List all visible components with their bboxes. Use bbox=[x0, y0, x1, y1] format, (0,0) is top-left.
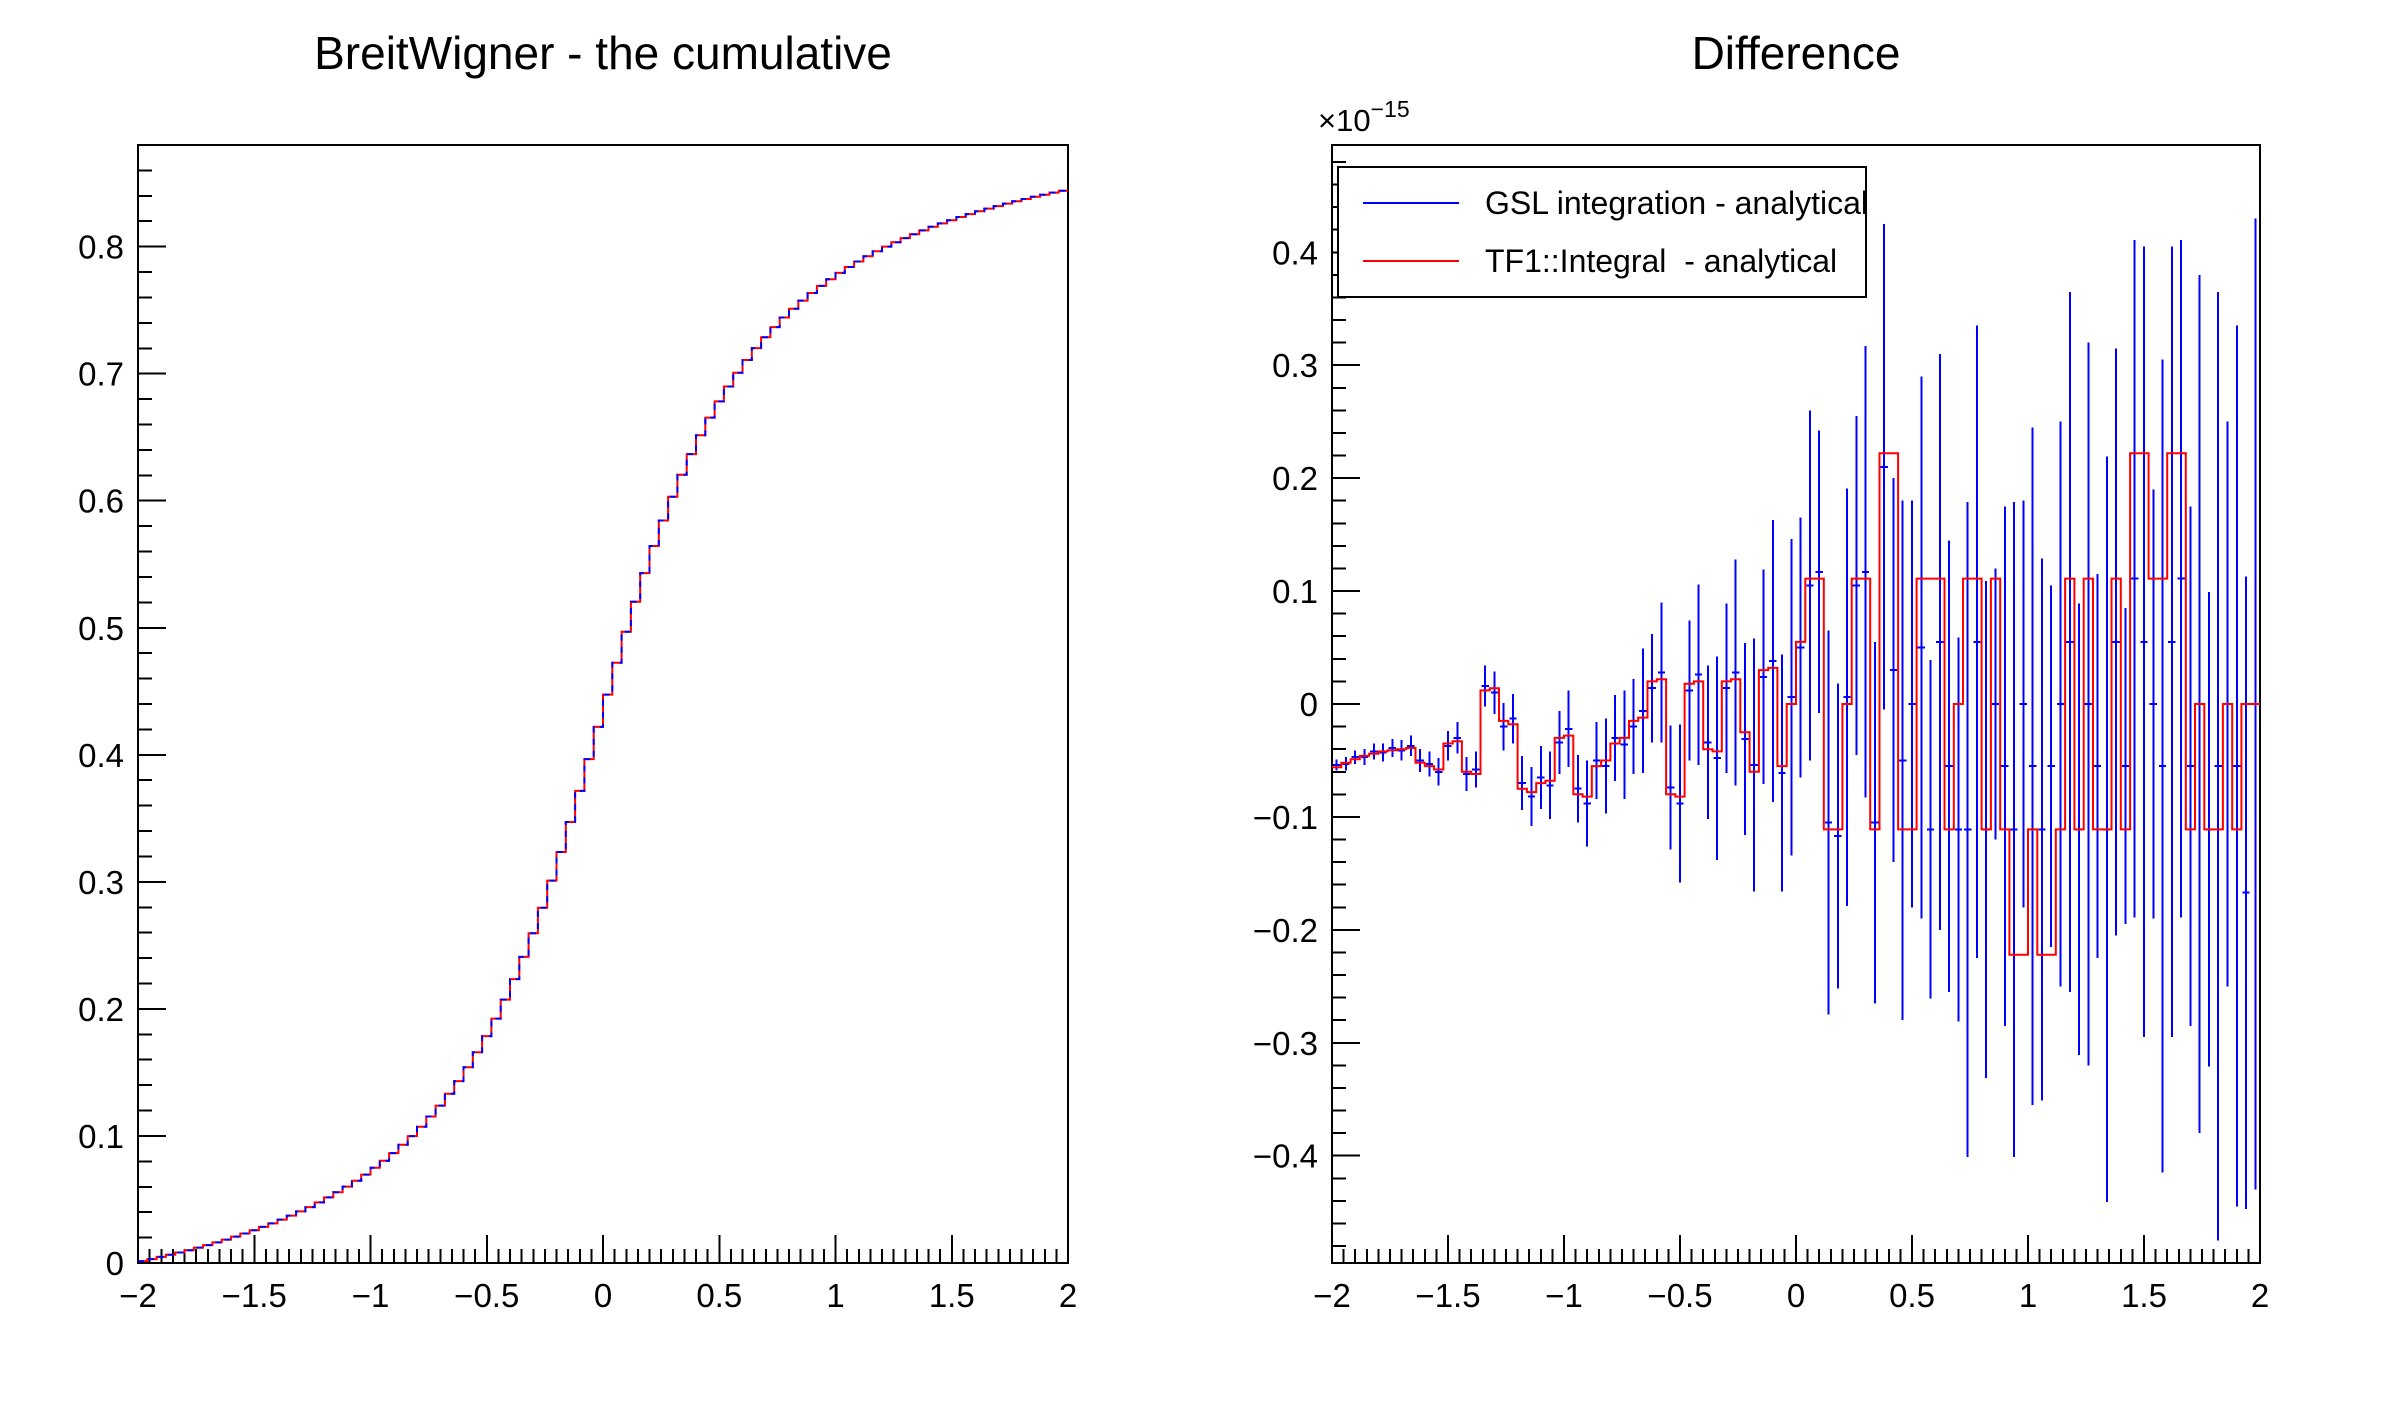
legend-entry-gsl: GSL integration - analytical bbox=[1363, 184, 1869, 222]
tick-label: −1.5 bbox=[1415, 1277, 1480, 1314]
right-chart-graphics: −2 −1.5 −1 −0.5 0 0.5 1 1.5 2 −0.4 −0.3 −0.2 −0.1 0 0.… bbox=[1253, 144, 2269, 1314]
tick-label: −2 bbox=[119, 1277, 157, 1314]
tick-label: −0.2 bbox=[1253, 912, 1318, 949]
tick-label: 1.5 bbox=[2121, 1277, 2167, 1314]
tick-label: −0.5 bbox=[1647, 1277, 1712, 1314]
tick-label: 2 bbox=[1059, 1277, 1077, 1314]
tick-label: 0.3 bbox=[78, 864, 124, 901]
tick-label: 0.5 bbox=[696, 1277, 742, 1314]
exponent-base: ×10 bbox=[1318, 103, 1371, 138]
tick-label: 0.4 bbox=[78, 737, 124, 774]
tick-label: 1 bbox=[2019, 1277, 2037, 1314]
tick-label: 0 bbox=[1787, 1277, 1805, 1314]
tick-label: −0.1 bbox=[1253, 799, 1318, 836]
tick-label: −2 bbox=[1313, 1277, 1351, 1314]
tick-label: 0.8 bbox=[78, 229, 124, 266]
tick-label: 2 bbox=[2251, 1277, 2269, 1314]
legend-label-gsl: GSL integration - analytical bbox=[1485, 184, 1869, 221]
tick-label: 1.5 bbox=[929, 1277, 975, 1314]
tick-label: −1.5 bbox=[222, 1277, 287, 1314]
tick-label: 0.5 bbox=[78, 610, 124, 647]
tick-label: −0.4 bbox=[1253, 1138, 1318, 1175]
tick-label: −1 bbox=[1545, 1277, 1583, 1314]
left-chart-title: BreitWigner - the cumulative bbox=[314, 27, 892, 79]
tick-label: 0 bbox=[594, 1277, 612, 1314]
exponent-power: −15 bbox=[1370, 96, 1410, 122]
legend-label-tf1: TF1::Integral - analytical bbox=[1485, 242, 1838, 279]
tick-label: 0.4 bbox=[1272, 234, 1318, 271]
tick-label: 0.2 bbox=[1272, 460, 1318, 497]
data-series-path bbox=[1332, 452, 2260, 956]
right-chart-title: Difference bbox=[1691, 27, 1901, 79]
tick-label: −0.3 bbox=[1253, 1025, 1318, 1062]
gsl-error-bars bbox=[1333, 218, 2259, 1241]
legend-entry-tf1: TF1::Integral - analytical bbox=[1363, 243, 1865, 280]
tick-label: 0.5 bbox=[1889, 1277, 1935, 1314]
y-axis-exponent-label: ×10−15 bbox=[1318, 96, 1410, 139]
plot-frame bbox=[137, 144, 1069, 1264]
legend-line-sample-red bbox=[1363, 260, 1459, 262]
data-series-path bbox=[138, 189, 1068, 1263]
tick-label: 1 bbox=[826, 1277, 844, 1314]
tick-label: 0.7 bbox=[78, 356, 124, 393]
tick-label: 0 bbox=[106, 1245, 124, 1282]
tick-label: 0.1 bbox=[78, 1118, 124, 1155]
legend-box: GSL integration - analytical TF1::Integr… bbox=[1337, 166, 1869, 298]
tick-label: 0.2 bbox=[78, 991, 124, 1028]
tick-label: −0.5 bbox=[454, 1277, 519, 1314]
tick-label: 0.3 bbox=[1272, 347, 1318, 384]
tick-label: 0.6 bbox=[78, 483, 124, 520]
tick-label: 0.1 bbox=[1272, 573, 1318, 610]
tick-label: 0 bbox=[1300, 686, 1318, 723]
tick-label: −1 bbox=[352, 1277, 390, 1314]
legend-line-sample-blue bbox=[1363, 202, 1459, 204]
left-chart-graphics: −2 −1.5 −1 −0.5 0 0.5 1 1.5 2 0 0.1 0.2 0.3 0.4 0.5 0.6… bbox=[78, 144, 1077, 1314]
